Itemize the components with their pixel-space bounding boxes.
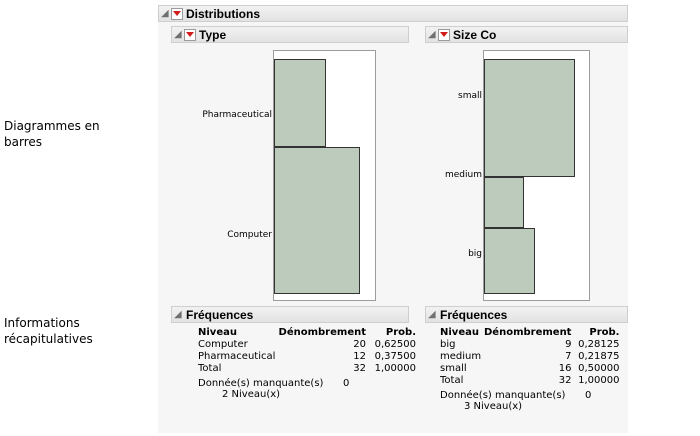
- table-row: Computer 20 0,62500: [198, 339, 416, 351]
- count-cell: 20: [353, 339, 366, 350]
- freq-type-table: Niveau Dénombrement Prob. Computer 20 0,…: [198, 327, 416, 400]
- type-bar-chart: [273, 50, 376, 301]
- level-cell: medium: [440, 351, 482, 362]
- distributions-header[interactable]: ◢ Distributions: [158, 5, 628, 22]
- prob-cell: 0,50000: [578, 363, 620, 374]
- freq-size-header[interactable]: ◢ Fréquences: [425, 306, 628, 323]
- side-label-charts-text: Diagrammes en barres: [4, 119, 100, 149]
- count-cell: 9: [565, 339, 572, 350]
- prob-cell: 1,00000: [374, 363, 416, 374]
- level-cell: big: [440, 339, 456, 350]
- level-cell: Pharmaceutical: [198, 351, 276, 362]
- side-label-summary-text: Informations récapitulatives: [4, 316, 93, 346]
- distributions-title: Distributions: [186, 6, 260, 21]
- type-panel-title: Type: [199, 27, 227, 42]
- col-header: Dénombrement: [484, 327, 572, 338]
- disclosure-triangle-icon[interactable]: ◢: [174, 309, 182, 319]
- table-row: Pharmaceutical 12 0,37500: [198, 351, 416, 363]
- size-panel-header[interactable]: ◢ Size Co: [425, 26, 628, 43]
- size-cat-label: small: [458, 91, 482, 101]
- side-label-summary: Informations récapitulatives: [4, 315, 144, 347]
- size-bar-big[interactable]: [484, 228, 535, 294]
- count-cell: 32: [558, 375, 572, 386]
- levels-count: 2 Niveau(x): [222, 389, 281, 400]
- type-cat-label: Computer: [227, 230, 272, 240]
- missing-value: 0: [343, 378, 350, 389]
- prob-cell: 0,62500: [374, 339, 416, 350]
- missing-value: 0: [585, 390, 592, 401]
- count-cell: 16: [558, 363, 572, 374]
- freq-size-title: Fréquences: [440, 307, 508, 322]
- red-triangle-menu-icon[interactable]: [171, 7, 183, 20]
- table-row: big 9 0,28125: [440, 339, 619, 351]
- disclosure-triangle-icon[interactable]: ◢: [174, 29, 182, 39]
- type-panel-header[interactable]: ◢ Type: [171, 26, 409, 43]
- level-cell: Computer: [198, 339, 248, 350]
- prob-cell: 0,37500: [374, 351, 416, 362]
- type-bar-computer[interactable]: [274, 147, 360, 294]
- disclosure-triangle-icon[interactable]: ◢: [428, 309, 436, 319]
- red-triangle-menu-icon[interactable]: [184, 28, 196, 41]
- prob-cell: 0,28125: [578, 339, 620, 350]
- freq-type-header[interactable]: ◢ Fréquences: [171, 306, 409, 323]
- disclosure-triangle-icon[interactable]: ◢: [428, 29, 436, 39]
- prob-cell: 1,00000: [578, 375, 620, 386]
- level-cell: small: [440, 363, 467, 374]
- size-cat-label: medium: [445, 170, 482, 180]
- size-bar-small[interactable]: [484, 59, 575, 177]
- size-cat-label: big: [468, 249, 482, 259]
- disclosure-triangle-icon[interactable]: ◢: [161, 8, 169, 18]
- levels-count: 3 Niveau(x): [464, 401, 523, 412]
- count-cell: 7: [565, 351, 572, 362]
- type-bar-pharmaceutical[interactable]: [274, 59, 326, 147]
- table-row: Total 32 1,00000: [440, 375, 619, 387]
- col-header: Niveau: [198, 327, 237, 338]
- table-row: Total 32 1,00000: [198, 363, 416, 375]
- col-header: Prob.: [385, 327, 416, 338]
- distributions-report: ◢ Distributions ◢ Type ◢ Size Co Pharmac…: [158, 5, 628, 433]
- prob-cell: 0,21875: [578, 351, 620, 362]
- table-row: medium 7 0,21875: [440, 351, 619, 363]
- freq-type-title: Fréquences: [186, 307, 254, 322]
- side-label-charts: Diagrammes en barres: [4, 118, 124, 150]
- col-header: Niveau: [440, 327, 479, 338]
- level-cell: Total: [440, 375, 464, 386]
- type-cat-label: Pharmaceutical: [202, 110, 272, 120]
- missing-label: Donnée(s) manquante(s): [440, 390, 566, 401]
- size-panel-title: Size Co: [453, 27, 497, 42]
- missing-label: Donnée(s) manquante(s): [198, 378, 324, 389]
- size-bar-chart: [483, 50, 590, 301]
- table-row: small 16 0,50000: [440, 363, 619, 375]
- level-cell: Total: [198, 363, 222, 374]
- count-cell: 32: [353, 363, 366, 374]
- col-header: Prob.: [589, 327, 620, 338]
- size-bar-medium[interactable]: [484, 177, 524, 228]
- count-cell: 12: [353, 351, 366, 362]
- red-triangle-menu-icon[interactable]: [438, 28, 450, 41]
- freq-size-table: Niveau Dénombrement Prob. big 9 0,28125 …: [440, 327, 619, 412]
- col-header: Dénombrement: [278, 327, 366, 338]
